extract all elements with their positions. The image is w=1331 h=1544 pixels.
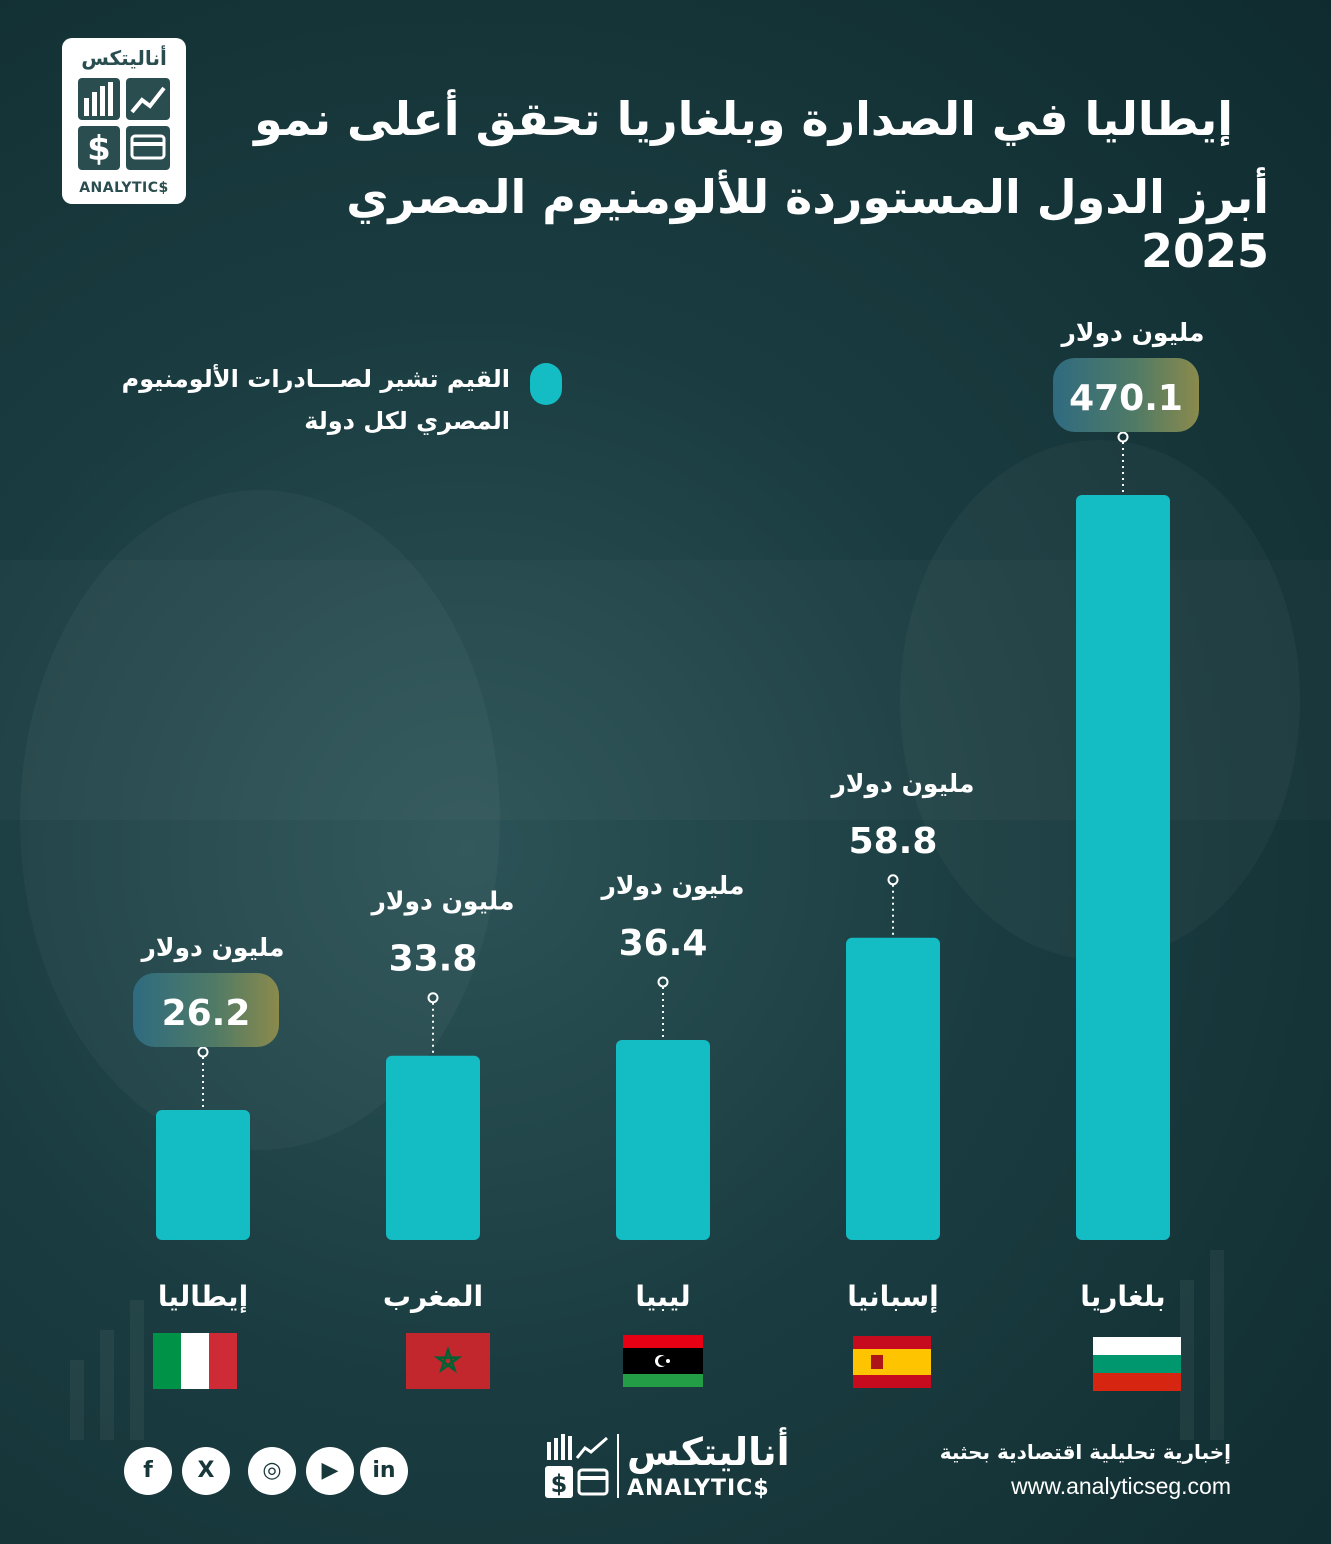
unit-label-0: مليون دولار (140, 933, 285, 963)
bar-marker-1 (427, 992, 439, 1004)
footer-logo-english: ANALYTIC$ (627, 1476, 770, 1501)
country-label-4: بلغاريا (1080, 1280, 1165, 1313)
bar-marker-3 (887, 874, 899, 886)
value-label-3: 58.8 (849, 821, 938, 862)
brand-logo-english: ANALYTIC$ (79, 180, 169, 196)
unit-label-3: مليون دولار (830, 769, 975, 799)
brand-logo-arabic: أناليتكس (81, 46, 167, 70)
bar-1 (386, 1055, 480, 1240)
value-pill-0 (133, 973, 279, 1047)
footer-analytics-icon: $ (545, 1434, 609, 1498)
country-label-3: إسبانيا (847, 1280, 939, 1314)
legend-line-1: القيم تشير لصـــادرات الألومنيوم (121, 365, 510, 393)
bar-4 (1076, 495, 1170, 1240)
footer-logo-divider (617, 1434, 619, 1498)
bar-2 (616, 1039, 710, 1240)
italy-flag (153, 1333, 237, 1389)
linkedin-icon[interactable]: in (360, 1447, 408, 1495)
libya-flag (623, 1335, 703, 1387)
svg-text:$: $ (87, 129, 111, 169)
spain-flag (853, 1336, 931, 1388)
morocco-flag (406, 1333, 490, 1389)
country-label-1: المغرب (383, 1280, 483, 1313)
country-label-0: إيطاليا (158, 1280, 248, 1314)
legend-line-2: المصري لكل دولة (304, 407, 510, 435)
facebook-icon[interactable]: f (124, 1447, 172, 1495)
value-label-1: 33.8 (389, 939, 478, 980)
value-pill-4 (1053, 358, 1199, 432)
chart-title-line-1: إيطاليا في الصدارة وبلغاريا تحقق أعلى نم… (254, 92, 1233, 146)
footer-tagline: إخبارية تحليلية اقتصادية بحثية (939, 1440, 1231, 1464)
legend-marker (530, 363, 562, 405)
unit-label-4: مليون دولار (1060, 318, 1205, 348)
bar-marker-4 (1117, 431, 1129, 443)
x-icon[interactable]: X (182, 1447, 230, 1495)
bar-0 (156, 1110, 250, 1240)
legend-text: القيم تشير لصـــادرات الألومنيوم المصري … (100, 358, 510, 442)
unit-label-2: مليون دولار (600, 871, 745, 901)
analytics-logo-icon: $ (78, 78, 170, 170)
youtube-icon[interactable]: ▶ (306, 1447, 354, 1495)
footer-website-link[interactable]: www.analyticseg.com (1011, 1473, 1231, 1499)
value-label-4: 470.1 (1069, 378, 1183, 419)
footer-logo: $ أناليتكس ANALYTIC$ (545, 1430, 790, 1505)
bulgaria-flag (1093, 1337, 1181, 1391)
brand-logo: أناليتكس $ ANALYTIC$ (62, 38, 186, 204)
value-label-0: 26.2 (162, 993, 251, 1034)
country-label-2: ليبيا (635, 1280, 690, 1313)
chart-title-line-2: أبرز الدول المستوردة للألومنيوم المصري 2… (346, 170, 1269, 278)
instagram-icon[interactable]: ◎ (248, 1447, 296, 1495)
bar-marker-2 (657, 976, 669, 988)
bar-3 (846, 937, 940, 1240)
svg-text:$: $ (551, 1470, 568, 1498)
unit-label-1: مليون دولار (370, 887, 515, 917)
value-label-2: 36.4 (619, 923, 708, 964)
footer-logo-arabic: أناليتكس (627, 1430, 790, 1474)
bar-marker-0 (197, 1046, 209, 1058)
